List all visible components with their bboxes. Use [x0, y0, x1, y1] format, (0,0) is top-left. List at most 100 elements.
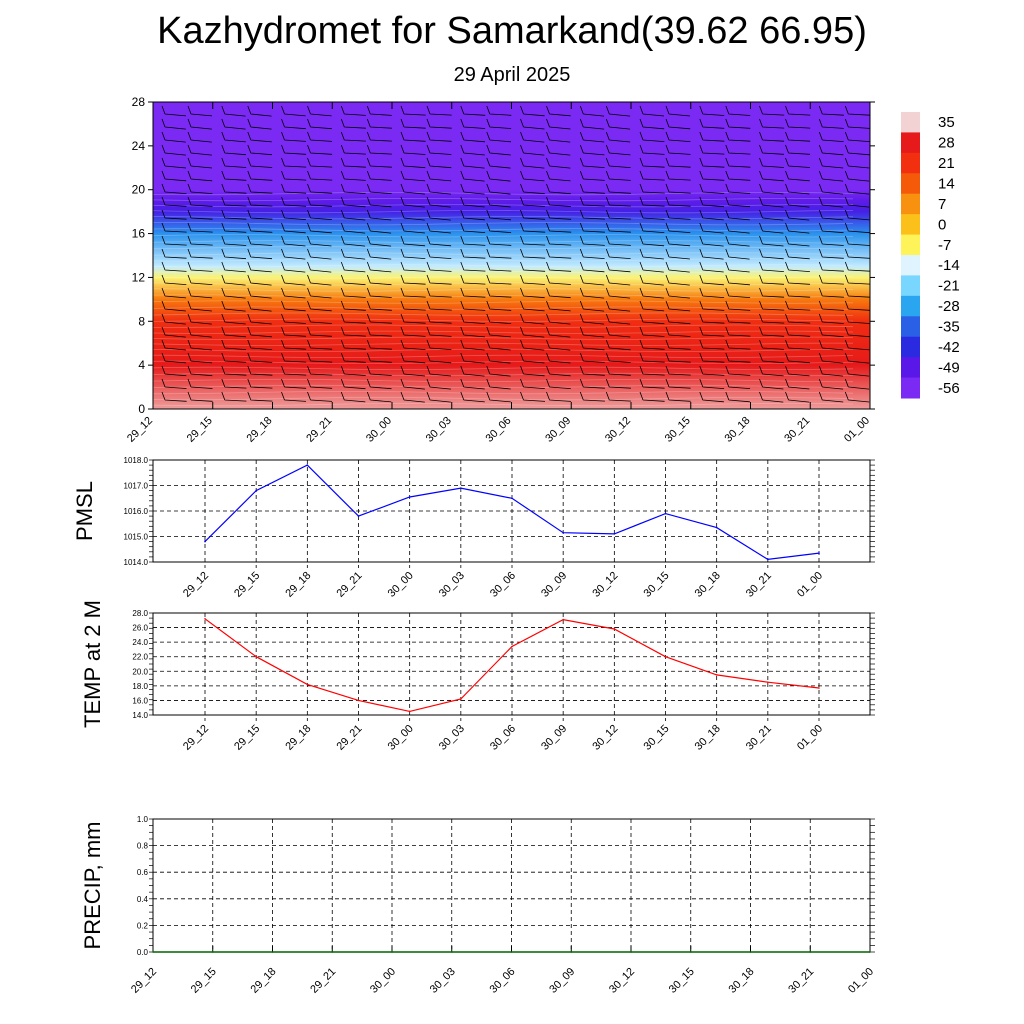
wind-barb — [161, 170, 187, 182]
wind-barb — [400, 378, 425, 390]
wind-barb — [486, 209, 511, 221]
colorbar-swatch — [901, 316, 920, 338]
wind-barb — [400, 105, 426, 116]
wind-barb — [400, 274, 426, 285]
wind-barb — [187, 157, 213, 169]
wind-barb — [486, 261, 512, 272]
wind-barb — [366, 261, 392, 273]
temp-data-point — [204, 618, 206, 620]
wind-barb — [400, 118, 426, 129]
wind-barb — [665, 144, 691, 155]
wind-barb — [426, 248, 452, 259]
precip-data-point — [690, 951, 692, 953]
wind-barb — [281, 209, 306, 220]
wind-barb — [639, 352, 665, 363]
x-tick-label: 30_09 — [543, 415, 573, 445]
wind-barb — [366, 365, 392, 376]
wind-barb — [605, 378, 631, 389]
wind-barb — [699, 365, 725, 376]
wind-barb — [366, 352, 392, 363]
temperature-contour-line — [152, 198, 854, 202]
wind-barb — [281, 313, 306, 324]
wind-barb — [759, 365, 784, 377]
wind-barb — [400, 326, 426, 337]
wind-barb — [340, 378, 366, 390]
wind-barb — [400, 248, 426, 259]
wind-barb — [546, 300, 571, 312]
temperature-contours — [152, 192, 854, 407]
wind-barb — [639, 105, 665, 117]
temp-data-point — [562, 618, 564, 621]
wind-barbs — [161, 105, 870, 403]
wind-barb — [161, 196, 187, 207]
wind-barb — [486, 274, 512, 285]
pmsl-x-tick-label: 30_21 — [744, 570, 774, 600]
wind-barb — [460, 365, 485, 377]
wind-barb — [725, 261, 750, 273]
temp-data-point — [408, 710, 411, 713]
wind-barb — [307, 235, 332, 247]
temp-data-point — [306, 683, 309, 686]
pmsl-panel: 1014.0 1015.0 1016.0 1017.0 1018.0 29_12 29_15… — [72, 456, 875, 600]
colorbar-swatch — [901, 112, 920, 133]
wind-barb — [281, 274, 306, 286]
x-tick-label: 30_00 — [364, 415, 394, 445]
wind-barb — [366, 105, 392, 116]
wind-barb — [460, 183, 485, 195]
pmsl-y-tick-label: 1017.0 — [124, 482, 149, 491]
chart-title: Kazhydromet for Samarkand(39.62 66.95) — [157, 10, 867, 52]
pmsl-x-tick-label: 30_18 — [693, 570, 723, 600]
temp-data-point — [767, 681, 769, 683]
wind-barb — [785, 105, 811, 116]
wind-barb — [759, 170, 784, 182]
wind-barb — [639, 313, 665, 325]
wind-barb — [400, 352, 426, 364]
wind-barb — [426, 131, 452, 142]
wind-barb — [844, 326, 870, 338]
wind-barb — [844, 248, 870, 259]
wind-barb — [307, 170, 333, 181]
wind-barb — [785, 248, 810, 260]
pmsl-y-tick-label: 1018.0 — [124, 456, 149, 465]
pmsl-data-point — [767, 558, 769, 561]
wind-barb — [247, 131, 272, 143]
colorbar: 35 28 21 14 7 0 -7 -14 -21 -28 -35 -42 -49 -56 — [901, 112, 960, 399]
wind-barb — [520, 287, 545, 299]
wind-barb — [844, 222, 870, 234]
wind-barb — [366, 170, 392, 181]
wind-barb — [665, 378, 691, 389]
y-tick-label: 4 — [138, 358, 145, 372]
wind-barb — [247, 352, 273, 363]
temperature-contour-line — [152, 336, 854, 340]
wind-barb — [426, 144, 452, 155]
wind-barb — [605, 196, 631, 207]
wind-barb — [605, 300, 631, 312]
wind-barb — [844, 131, 870, 142]
wind-barb — [579, 144, 605, 156]
wind-barb — [785, 352, 810, 364]
wind-barb — [281, 131, 307, 142]
wind-barb — [520, 105, 545, 117]
precip-data-point — [271, 951, 274, 953]
wind-barb — [546, 131, 571, 143]
wind-barb — [725, 300, 751, 311]
wind-barb — [187, 105, 213, 117]
wind-barb — [161, 313, 186, 325]
precip-data-point — [451, 951, 453, 953]
wind-barb — [366, 209, 392, 221]
wind-barb — [520, 157, 545, 169]
wind-barb — [759, 209, 784, 221]
precip-y-tick-label: 0.4 — [137, 895, 149, 904]
wind-barb — [221, 339, 247, 350]
wind-barb — [161, 287, 187, 299]
colorbar-label: -49 — [938, 359, 960, 376]
wind-barb — [579, 365, 605, 376]
wind-barb — [426, 287, 452, 298]
wind-barb — [818, 326, 844, 338]
wind-barb — [486, 196, 511, 208]
temp-x-tick-label: 30_09 — [539, 723, 569, 753]
wind-barb — [187, 339, 212, 351]
wind-barb — [546, 352, 571, 364]
wind-barb — [366, 157, 392, 168]
